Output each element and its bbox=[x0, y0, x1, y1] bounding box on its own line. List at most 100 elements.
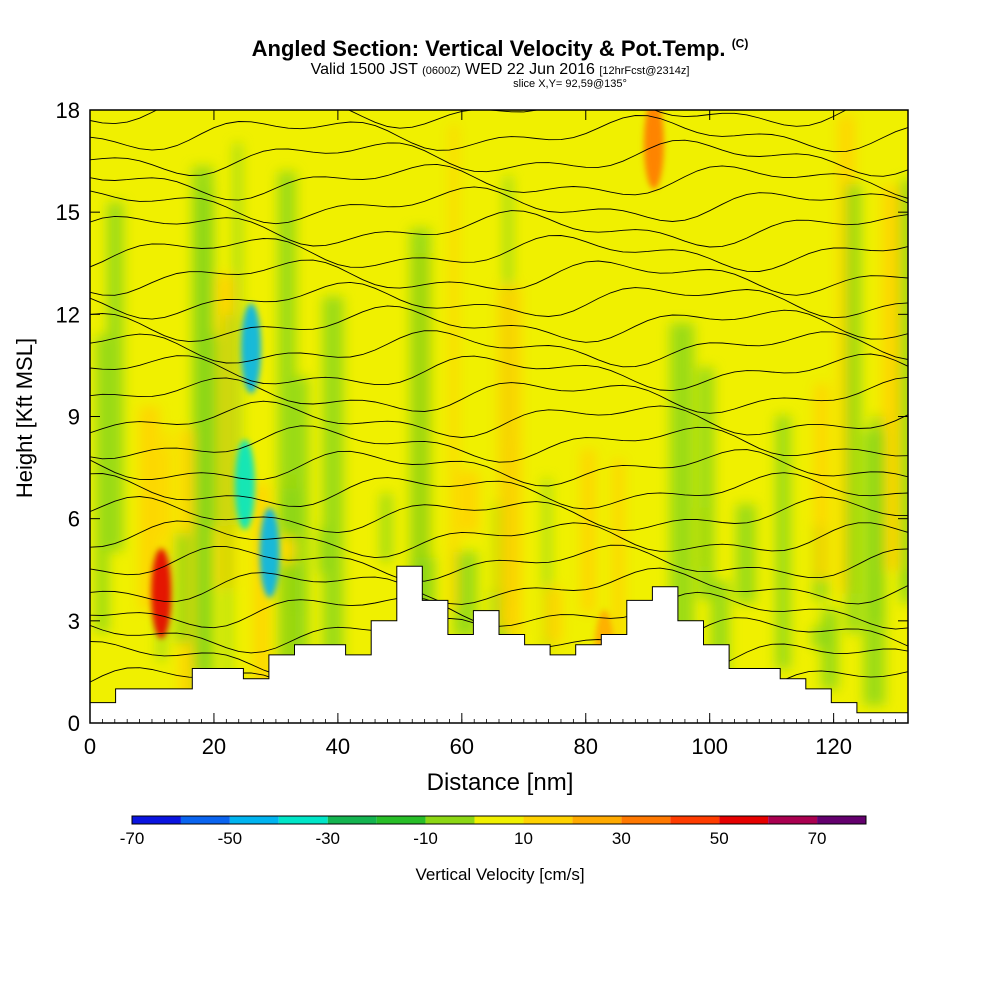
field-band bbox=[459, 470, 480, 533]
field-band bbox=[278, 171, 296, 530]
x-tick-label: 120 bbox=[815, 734, 852, 759]
colorbar-frame bbox=[131, 815, 867, 825]
x-tick-label: 60 bbox=[450, 734, 474, 759]
isentrope-line bbox=[90, 400, 908, 438]
field-band bbox=[95, 335, 109, 633]
isentrope-line bbox=[90, 139, 908, 177]
colorbar-segment bbox=[621, 816, 671, 824]
field-band bbox=[139, 406, 160, 610]
colorbar-segment bbox=[376, 816, 426, 824]
x-axis: 0 20 40 60 80 100 120 bbox=[84, 110, 909, 759]
colorbar-segment bbox=[327, 816, 377, 824]
subtitle-valid: Valid 1500 JST bbox=[310, 61, 418, 78]
isentrope-line bbox=[90, 544, 908, 582]
field-band bbox=[494, 502, 502, 624]
colorbar-segment bbox=[180, 816, 230, 824]
field-band bbox=[900, 570, 908, 585]
colorbar-segment bbox=[523, 816, 573, 824]
isentrope-line bbox=[90, 69, 908, 105]
x-tick-label: 0 bbox=[84, 734, 96, 759]
velocity-feature bbox=[151, 548, 172, 639]
colorbar-tick-label: -50 bbox=[218, 829, 243, 848]
field-band bbox=[107, 202, 124, 551]
isentrope-line bbox=[90, 449, 908, 487]
colorbar-segment bbox=[474, 816, 524, 824]
field-band bbox=[882, 186, 906, 571]
colorbar-segment bbox=[278, 816, 328, 824]
field-band bbox=[295, 377, 309, 656]
colorbar-segment bbox=[425, 816, 475, 824]
isentrope-line bbox=[90, 567, 908, 605]
field-band bbox=[736, 504, 756, 604]
field-band bbox=[318, 528, 331, 574]
colorbar-tick-label: -10 bbox=[413, 829, 438, 848]
field-band bbox=[814, 383, 829, 580]
x-tick-label: 100 bbox=[691, 734, 728, 759]
colorbar-tick-label: 30 bbox=[612, 829, 631, 848]
isentrope-line bbox=[90, 163, 908, 201]
field-band bbox=[410, 228, 431, 621]
colorbar-tick-label: -70 bbox=[120, 829, 145, 848]
chart-title-tag: (C) bbox=[731, 36, 749, 51]
field-band bbox=[224, 314, 231, 706]
field-band bbox=[775, 415, 791, 670]
y-tick-label: 15 bbox=[56, 200, 80, 225]
x-tick-label: 80 bbox=[574, 734, 598, 759]
field-band bbox=[900, 179, 908, 603]
terrain bbox=[89, 565, 909, 724]
colorbar-tick-label: 70 bbox=[808, 829, 827, 848]
x-axis-label: Distance [nm] bbox=[427, 769, 574, 796]
isentrope-line bbox=[90, 520, 908, 559]
colorbar-label: Vertical Velocity [cm/s] bbox=[415, 865, 584, 884]
isentrope-line bbox=[90, 376, 908, 414]
field-band bbox=[234, 143, 242, 525]
subtitle-date: WED 22 Jun 2016 bbox=[465, 61, 595, 78]
y-axis: 0 3 6 9 12 15 18 bbox=[56, 98, 908, 736]
colorbar-segment bbox=[572, 816, 622, 824]
field-band bbox=[175, 533, 190, 644]
colorbar-tick-label: 50 bbox=[710, 829, 729, 848]
isentrope-line bbox=[90, 235, 908, 272]
colorbar-segment bbox=[719, 816, 769, 824]
colorbar-tick-label: -30 bbox=[315, 829, 340, 848]
velocity-field bbox=[90, 110, 908, 723]
velocity-feature bbox=[643, 110, 664, 190]
field-band bbox=[199, 334, 220, 526]
isentrope-line bbox=[90, 330, 908, 368]
field-band bbox=[612, 459, 625, 708]
isentrope-line bbox=[90, 281, 908, 320]
field-band bbox=[380, 493, 392, 562]
field-band bbox=[581, 449, 596, 613]
isentrope-line bbox=[90, 110, 848, 129]
chart-subtitle: Valid 1500 JST (0600Z) WED 22 Jun 2016 [… bbox=[0, 61, 1000, 79]
field-bands bbox=[95, 115, 908, 722]
y-tick-label: 12 bbox=[56, 302, 80, 327]
field-band bbox=[863, 430, 885, 706]
isentrope-line bbox=[90, 496, 908, 534]
field-band bbox=[846, 184, 861, 633]
subtitle-utc: (0600Z) bbox=[422, 65, 461, 77]
chart-title-text: Angled Section: Vertical Velocity & Pot.… bbox=[251, 36, 726, 61]
y-axis-label: Height [Kft MSL] bbox=[12, 338, 37, 498]
isentrope-line bbox=[90, 210, 908, 248]
velocity-feature bbox=[234, 439, 255, 530]
y-tick-label: 3 bbox=[68, 609, 80, 634]
field-band bbox=[697, 367, 714, 599]
field-band bbox=[821, 608, 839, 690]
x-tick-label: 20 bbox=[202, 734, 226, 759]
colorbar-tick-label: 10 bbox=[514, 829, 533, 848]
chart-slice-info: slice X,Y= 92,59@135° bbox=[513, 78, 627, 90]
colorbar: -70 -50 -30 -10 10 30 50 70 bbox=[120, 815, 867, 848]
terrain-profile bbox=[89, 565, 909, 724]
isentrope-line bbox=[90, 425, 908, 463]
chart-title: Angled Section: Vertical Velocity & Pot.… bbox=[0, 36, 1000, 62]
isentrope-line bbox=[90, 472, 908, 510]
y-tick-label: 18 bbox=[56, 98, 80, 123]
x-tick-label: 40 bbox=[326, 734, 350, 759]
colorbar-segment bbox=[768, 816, 818, 824]
y-tick-label: 0 bbox=[68, 711, 80, 736]
field-band bbox=[510, 442, 518, 686]
subtitle-forecast: [12hrFcst@2314z] bbox=[599, 65, 690, 77]
y-tick-label: 9 bbox=[68, 405, 80, 430]
